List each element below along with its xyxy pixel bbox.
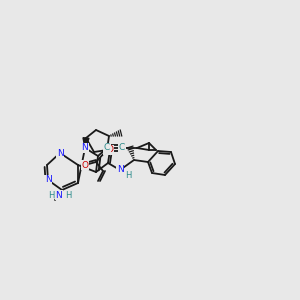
Text: N: N xyxy=(57,148,63,158)
Text: C: C xyxy=(119,143,125,152)
Text: N: N xyxy=(82,143,88,152)
Polygon shape xyxy=(83,138,89,148)
Text: N: N xyxy=(56,190,62,200)
Text: N: N xyxy=(117,166,123,175)
Text: O: O xyxy=(106,146,113,154)
Text: N: N xyxy=(103,146,110,154)
Text: C: C xyxy=(104,143,110,152)
Text: H: H xyxy=(65,190,71,200)
Text: O: O xyxy=(82,160,88,169)
Text: N: N xyxy=(45,176,51,184)
Text: H: H xyxy=(48,190,54,200)
Text: H: H xyxy=(125,172,131,181)
